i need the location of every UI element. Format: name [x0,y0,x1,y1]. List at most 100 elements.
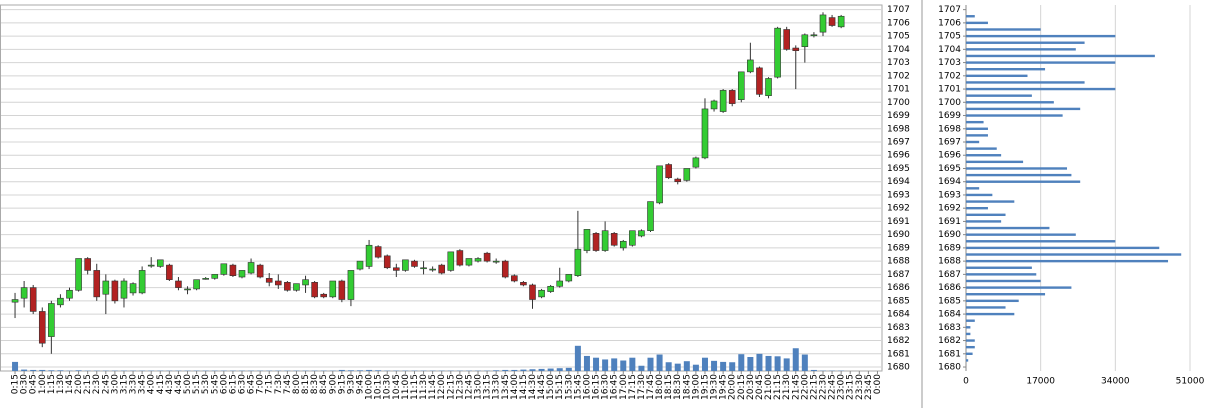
profile-bar [966,21,988,25]
candle-body [75,258,82,291]
x-tick-label: 0:45 [29,374,39,394]
profile-bar [966,266,1032,269]
candle-body [66,289,73,299]
x-tick-label: 1:30 [56,374,66,394]
y-tick-label: 1690 [938,230,961,240]
volume-bar [75,370,82,371]
x-tick-label: 17:00 [619,374,629,400]
candle-body [302,279,309,286]
candle-body [20,287,28,299]
x-tick-label: 18:45 [682,374,692,400]
volume-bar [683,361,690,371]
candle-body [57,297,64,306]
candle-body [402,259,409,271]
y-tick-label: 1706 [938,18,961,28]
y-tick-label: 1685 [887,296,910,306]
x-tick-label: 9:00 [328,374,338,394]
y-tick-label: 1706 [887,18,910,28]
x-tick-label: 23:30 [855,374,865,400]
candle-body [529,284,536,300]
volume-bar [593,357,600,371]
candle-body [665,164,672,179]
candle-body [756,67,763,95]
y-tick-label: 1688 [887,257,910,267]
volume-bar [656,354,663,371]
y-tick-label: 1689 [938,243,961,253]
volume-bar [674,363,681,371]
x-tick-label: 10:45 [392,374,402,400]
profile-bar [966,273,1037,276]
candle-body [656,165,663,204]
x-tick-label: 10:15 [374,374,384,400]
x-tick-label: 16:15 [592,374,602,400]
candle-body [492,260,500,263]
x-tick-label: 4:00 [147,374,157,394]
y-tick-label: 1688 [938,257,961,267]
candle-body [284,282,291,291]
y-tick-label: 1684 [938,310,961,320]
x-tick-label: 2:30 [92,374,102,394]
y-tick-label: 1707 [938,5,961,15]
candle-body [747,59,754,73]
candle-body [810,34,818,37]
x-tick-label: 8:00 [292,374,302,394]
profile-bar [966,127,988,130]
candle-body [638,230,645,237]
x-tick-label: 23:45 [864,374,874,400]
candle-body [229,264,237,276]
x-tick-label: 21:00 [764,374,774,400]
profile-bar [966,94,1032,97]
x-tick-label: 5:30 [201,374,211,394]
profile-bar [966,279,1041,283]
y-tick-label: 1687 [887,270,910,280]
x-tick-label: 18:00 [655,374,665,400]
candle-body [147,264,155,267]
profile-bar [966,154,1002,157]
y-tick-label: 1693 [887,190,910,200]
candle-body [819,14,827,33]
x-tick-label: 21:45 [791,374,801,400]
x-tick-label: 14:30 [528,374,538,400]
volume-bar [629,357,636,371]
profile-bar [966,240,1116,243]
x-tick-label: 13:00 [474,374,484,400]
x-tick-label: 6:15 [228,374,238,394]
volume-bar [520,369,527,371]
x-tick-label: 2:15 [83,374,93,394]
candle-body [338,280,346,300]
x-tick-label: 15:00 [546,374,556,400]
x-tick-label: 7:00 [256,374,266,394]
profile-bar [966,81,1085,84]
volume-bar [692,364,699,371]
candle-body [175,280,182,288]
x-tick-label: 0 [963,377,969,387]
x-tick-label: 11:00 [401,374,411,400]
x-tick-label: 16:30 [601,374,611,400]
candle-body [737,71,745,100]
y-tick-label: 1692 [938,204,961,214]
candle-body [166,264,173,280]
candle-body [728,90,736,104]
volume-bar [729,362,736,371]
y-tick-label: 1681 [887,349,910,359]
candle-body [311,282,318,298]
volume-bar [338,369,345,371]
profile-bar [966,253,1182,256]
volume-bar [611,358,618,371]
x-tick-label: 9:30 [346,374,356,394]
candle-body [411,260,418,267]
y-tick-label: 1692 [887,204,910,214]
y-tick-label: 1690 [887,230,910,240]
candle-body [565,274,573,282]
profile-bar [966,41,1085,44]
candle-body [629,230,636,246]
candle-body [220,263,228,275]
profile-bar [966,173,1072,177]
x-tick-label: 11:15 [410,374,420,400]
y-tick-label: 1698 [887,124,910,134]
x-tick-label: 7:15 [265,374,275,394]
volume-bar [57,370,64,371]
volume-bar [538,368,545,371]
volume-bar [720,361,727,371]
